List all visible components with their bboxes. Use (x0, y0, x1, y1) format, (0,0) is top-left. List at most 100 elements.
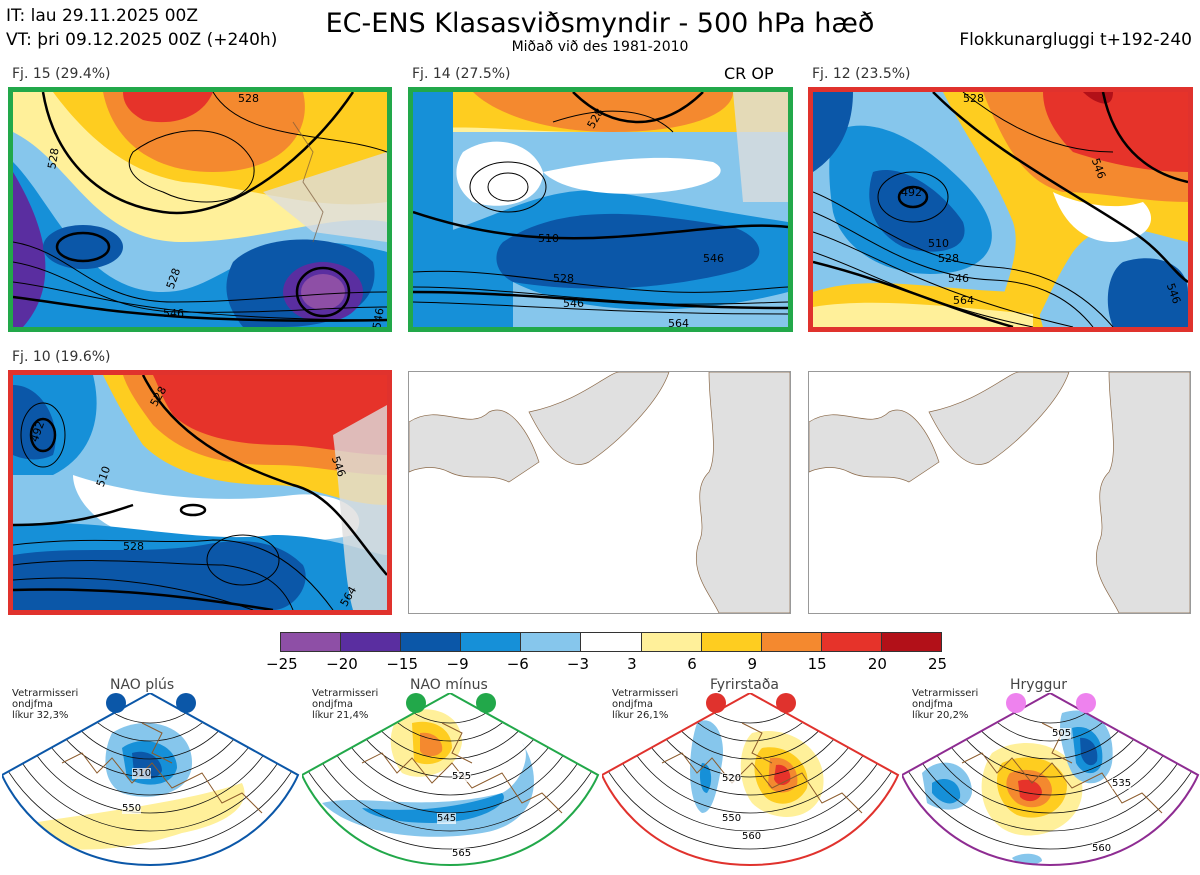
contour-label: 564 (668, 317, 689, 330)
contour-label: 546 (163, 307, 184, 320)
colorbar-tick-label: −20 (326, 655, 358, 673)
regime-probability-text: ondjfma (12, 699, 53, 710)
colorbar-tick-label: 6 (687, 655, 697, 673)
cluster-map-2[interactable]: 528 510 528 546 546 564 (408, 87, 793, 332)
panel-3-label: Fj. 12 (23.5%) (812, 66, 911, 82)
cluster-map-1[interactable]: 528 528 528 546 546 (8, 87, 392, 332)
regime-probability-text: ondjfma (312, 699, 353, 710)
colorbar-swatch (641, 633, 702, 651)
regime-marker-dot (706, 693, 726, 713)
regime-probability-text: ondjfma (912, 699, 953, 710)
panel-2-label: Fj. 14 (27.5%) (412, 66, 511, 82)
colorbar-tick-label: −15 (386, 655, 419, 673)
contour-label: 528 (123, 540, 144, 553)
regime-probability-text: líkur 21,4% (312, 710, 369, 721)
regime-contour-label: 550 (722, 813, 742, 824)
contour-label: 528 (238, 92, 259, 105)
page-title: EC-ENS Klasasviðsmyndir - 500 hPa hæð (325, 8, 875, 39)
colorbar-tick-label: 3 (627, 655, 637, 673)
colorbar-tick-label: 20 (867, 655, 887, 673)
regime-probability-text: líkur 32,3% (12, 710, 69, 721)
base-map (409, 372, 790, 613)
regime-fan (900, 691, 1200, 867)
cluster-map-3[interactable]: 528 492 510 528 546 564 546 546 (808, 87, 1193, 332)
regime-fan (0, 691, 300, 867)
regime-contour-label: 550 (122, 803, 142, 814)
regime-map: 505 535 560 (900, 691, 1200, 871)
colorbar-tick-label: 25 (928, 655, 948, 673)
colorbar-tick-label: −6 (506, 655, 529, 673)
valid-time: VT: þri 09.12.2025 00Z (+240h) (6, 30, 278, 50)
regime-contour-label: 505 (1052, 728, 1072, 739)
base-map (809, 372, 1190, 613)
colorbar-swatch (401, 633, 462, 651)
colorbar-swatch (521, 633, 582, 651)
colorbar-swatch (821, 633, 882, 651)
empty-map-2 (808, 371, 1191, 614)
colorbar-tick-label: 15 (807, 655, 827, 673)
anomaly-map (413, 92, 788, 327)
contour-label: 564 (953, 294, 974, 307)
regime-marker-dot (106, 693, 126, 713)
regime-title: NAO mínus (410, 677, 488, 693)
colorbar-swatch (341, 633, 402, 651)
init-time: IT: lau 29.11.2025 00Z (6, 6, 198, 26)
regime-title: Fyrirstaða (710, 677, 779, 693)
colorbar-tick-label: −3 (566, 655, 590, 673)
colorbar-tick-label: 9 (747, 655, 757, 673)
contour-label: 492 (901, 186, 922, 199)
regime-probability-text: líkur 20,2% (912, 710, 969, 721)
classification-window: Flokkunargluggi t+192-240 (959, 30, 1192, 50)
contour-label: 546 (563, 297, 584, 310)
regime-contour-label: 565 (452, 848, 472, 859)
regime-map: 510 550 (0, 691, 300, 871)
colorbar-tick-label: −25 (266, 655, 298, 673)
anomaly-map (813, 92, 1188, 327)
anomaly-map (13, 375, 387, 610)
contour-label: 528 (963, 92, 984, 105)
colorbar-swatch (701, 633, 762, 651)
panel-4-label: Fj. 10 (19.6%) (12, 349, 111, 365)
empty-map-1 (408, 371, 791, 614)
regime-map: 520 550 560 (600, 691, 900, 871)
panel-1-label: Fj. 15 (29.4%) (12, 66, 111, 82)
page-subtitle: Miðað við des 1981-2010 (511, 39, 689, 55)
panel-2-tag: CR OP (724, 64, 774, 83)
contour-label: 546 (948, 272, 969, 285)
regime-marker-dot (406, 693, 426, 713)
colorbar-swatch (761, 633, 822, 651)
regime-probability-text: Vetrarmisseri (12, 688, 79, 699)
regime-map: 525 545 565 (300, 691, 600, 871)
regime-marker-dot (1006, 693, 1026, 713)
regime-contour-label: 535 (1112, 778, 1132, 789)
colorbar-swatch (881, 633, 942, 651)
colorbar-swatch (461, 633, 522, 651)
contour-label: 546 (703, 252, 724, 265)
contour-label: 510 (928, 237, 949, 250)
anomaly-colorbar (280, 632, 942, 652)
contour-label: 528 (938, 252, 959, 265)
regime-marker-dot (776, 693, 796, 713)
regime-title: NAO plús (110, 677, 175, 693)
colorbar-swatch (281, 633, 342, 651)
anomaly-map (13, 92, 387, 327)
regime-contour-label: 520 (722, 773, 742, 784)
regime-marker-dot (1076, 693, 1096, 713)
regime-probability-text: Vetrarmisseri (912, 688, 979, 699)
regime-contour-label: 525 (452, 771, 472, 782)
regime-title: Hryggur (1010, 677, 1067, 693)
regime-contour-label: 560 (1092, 843, 1112, 854)
colorbar-tick-label: −9 (446, 655, 469, 673)
regime-marker-dot (476, 693, 496, 713)
regime-marker-dot (176, 693, 196, 713)
regime-probability-text: líkur 26,1% (612, 710, 669, 721)
regime-contour-label: 510 (132, 768, 152, 779)
contour-label: 510 (538, 232, 559, 245)
colorbar-swatch (581, 633, 642, 651)
cluster-map-4[interactable]: 492 510 528 546 528 564 (8, 370, 392, 615)
regime-fan (300, 691, 600, 867)
contour-label: 528 (553, 272, 574, 285)
regime-probability-text: Vetrarmisseri (312, 688, 379, 699)
regime-contour-label: 560 (742, 831, 762, 842)
regime-probability-text: ondjfma (612, 699, 653, 710)
